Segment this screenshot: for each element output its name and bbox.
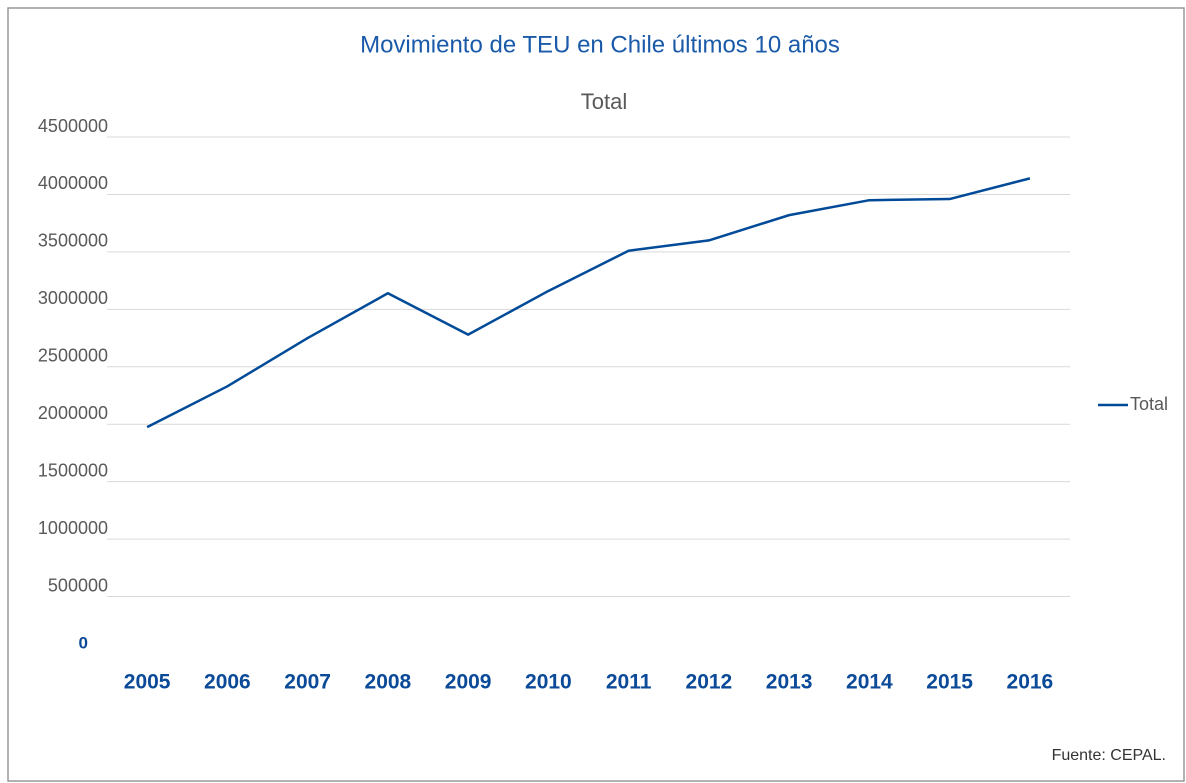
y-tick-label: 4500000	[38, 116, 108, 136]
x-tick-label: 2010	[525, 671, 572, 694]
x-tick-label: 2007	[284, 671, 331, 694]
x-tick-label: 2006	[204, 671, 251, 694]
x-tick-label: 2016	[1007, 671, 1054, 694]
x-tick-label: 2009	[445, 671, 492, 694]
chart-title: Movimiento de TEU en Chile últimos 10 añ…	[360, 31, 840, 58]
source-note: Fuente: CEPAL.	[1052, 747, 1166, 764]
y-tick-label: 3000000	[38, 288, 108, 308]
x-tick-label: 2005	[124, 671, 171, 694]
y-tick-label: 1500000	[38, 460, 108, 480]
y-tick-label: 1000000	[38, 518, 108, 538]
legend-label: Total	[1130, 394, 1168, 414]
line-series	[146, 177, 1031, 429]
y-tick-label: 0	[79, 633, 88, 652]
y-tick-label: 4000000	[38, 173, 108, 193]
y-tick-label: 3500000	[38, 231, 108, 251]
x-tick-label: 2008	[365, 671, 412, 694]
chart-frame	[7, 7, 1185, 782]
x-tick-label: 2014	[846, 671, 893, 694]
chart-subtitle: Total	[581, 89, 627, 114]
x-tick-label: 2013	[766, 671, 813, 694]
y-tick-label: 2000000	[38, 403, 108, 423]
x-tick-label: 2015	[926, 671, 973, 694]
x-tick-label: 2011	[606, 671, 652, 694]
x-tick-label: 2012	[686, 671, 733, 694]
y-tick-label: 500000	[48, 575, 108, 595]
y-tick-label: 2500000	[38, 346, 108, 366]
